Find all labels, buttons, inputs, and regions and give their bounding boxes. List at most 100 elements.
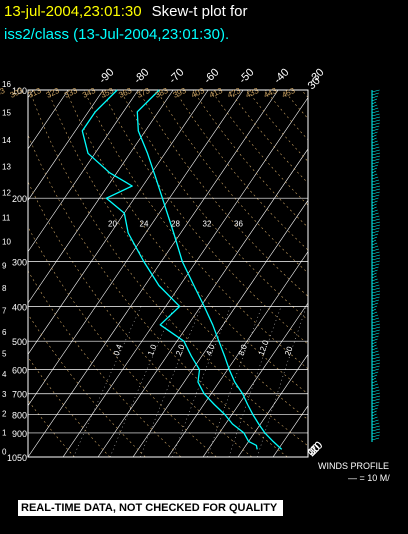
dry-adiabat-line [265, 90, 308, 141]
pressure-tick-label: 1050 [7, 453, 27, 463]
mixing-ratio-label: 20 [283, 345, 295, 357]
height-tick-label: 1 [2, 429, 7, 438]
winds-profile-label: WINDS PROFILE [318, 461, 390, 471]
wind-barb [371, 326, 381, 330]
height-tick-label: 14 [2, 136, 11, 145]
dry-adiabat-label: 313 [27, 86, 43, 100]
wind-barb [371, 296, 380, 300]
dry-adiabat-line [29, 90, 308, 447]
dry-adiabat-label: 363 [117, 86, 133, 100]
wind-barb [371, 176, 379, 180]
wind-barb [371, 242, 378, 246]
wind-barb [371, 365, 380, 369]
wind-barb [371, 140, 378, 144]
wind-barb [371, 368, 380, 372]
pressure-tick-label: 500 [12, 337, 27, 347]
wind-barb [371, 239, 377, 243]
wind-barb [371, 254, 380, 258]
wind-barb [371, 89, 380, 93]
pressure-tick-label: 800 [12, 411, 27, 421]
dry-adiabat-line [65, 90, 308, 395]
wind-barb [371, 413, 377, 417]
wind-barb [371, 371, 379, 375]
wind-barb [371, 122, 380, 126]
dry-adiabat-line [174, 90, 308, 251]
height-tick-label: 4 [2, 370, 7, 379]
wind-barb [371, 209, 378, 213]
wind-barb [371, 137, 377, 141]
height-tick-label: 2 [2, 410, 7, 419]
moist-adiabat-label: 20 [108, 220, 117, 229]
wind-barb [371, 272, 377, 276]
wind-barb [371, 101, 377, 105]
top-temp-label: -90 [97, 66, 117, 86]
wind-barb [371, 245, 379, 249]
wind-barb [371, 419, 379, 423]
wind-barb [371, 380, 378, 384]
top-temp-label: -70 [167, 66, 187, 86]
plot-frame [27, 89, 309, 458]
isotherm-line [28, 90, 244, 407]
wind-barb [371, 383, 379, 387]
height-tick-label: 11 [2, 213, 11, 222]
wind-barb [371, 395, 381, 399]
wind-barb [371, 110, 380, 114]
wind-barb [371, 191, 380, 195]
wind-barb [371, 287, 380, 291]
wind-barb [371, 278, 378, 282]
dry-adiabat-line [101, 90, 308, 345]
wind-barb [371, 251, 380, 255]
wind-barb [371, 134, 377, 138]
wind-barb [371, 158, 380, 162]
isotherm-line [28, 90, 209, 355]
wind-barb [371, 125, 380, 129]
pressure-tick-label: 200 [12, 194, 27, 204]
wind-barb [371, 410, 377, 414]
isotherm-line [28, 90, 139, 253]
wind-barb [371, 164, 379, 168]
wind-barb [371, 260, 380, 264]
dry-adiabat-label: 443 [262, 86, 278, 100]
dry-adiabat-label: 293 [0, 86, 7, 100]
pressure-tick-label: 700 [12, 390, 27, 400]
wind-barb [371, 221, 381, 225]
wind-barb [371, 377, 377, 381]
mixing-ratio-label: 2.0 [174, 343, 186, 357]
dry-adiabat-label: 383 [154, 86, 170, 100]
wind-barb [371, 266, 379, 270]
wind-barb [371, 149, 380, 153]
isotherm-line [132, 199, 308, 457]
dry-adiabat-label: 373 [135, 86, 151, 100]
height-tick-label: 3 [2, 390, 7, 399]
wind-barb [371, 275, 377, 279]
wind-barb [371, 314, 379, 318]
top-temp-label: -60 [202, 66, 222, 86]
wind-barb [371, 203, 377, 207]
wind-barb [371, 362, 380, 366]
dry-adiabat-line [283, 90, 308, 120]
wind-barb [371, 212, 379, 216]
wind-barb [371, 119, 381, 123]
height-tick-label: 0 [2, 447, 7, 456]
mixing-ratio-line [73, 306, 142, 457]
dry-adiabat-line [246, 90, 308, 162]
wind-barb [371, 233, 379, 237]
mixing-ratio-label: 4.0 [204, 343, 216, 357]
wind-barb [371, 224, 380, 228]
dry-adiabat-label: 423 [226, 86, 242, 100]
moist-adiabat-label: 28 [171, 220, 180, 229]
quality-notice: REAL-TIME DATA, NOT CHECKED FOR QUALITY [18, 500, 284, 516]
isotherm-line [28, 90, 104, 201]
wind-barb [371, 155, 380, 159]
wind-barb [371, 407, 378, 411]
wind-barb [371, 263, 380, 267]
wind-barb [371, 131, 378, 135]
wind-barb [371, 284, 380, 288]
wind-barb [371, 95, 379, 99]
wind-barb [371, 359, 381, 363]
isotherm-line [307, 456, 308, 457]
wind-barb [371, 128, 379, 132]
wind-barb [371, 428, 381, 432]
wind-barb [371, 116, 381, 120]
